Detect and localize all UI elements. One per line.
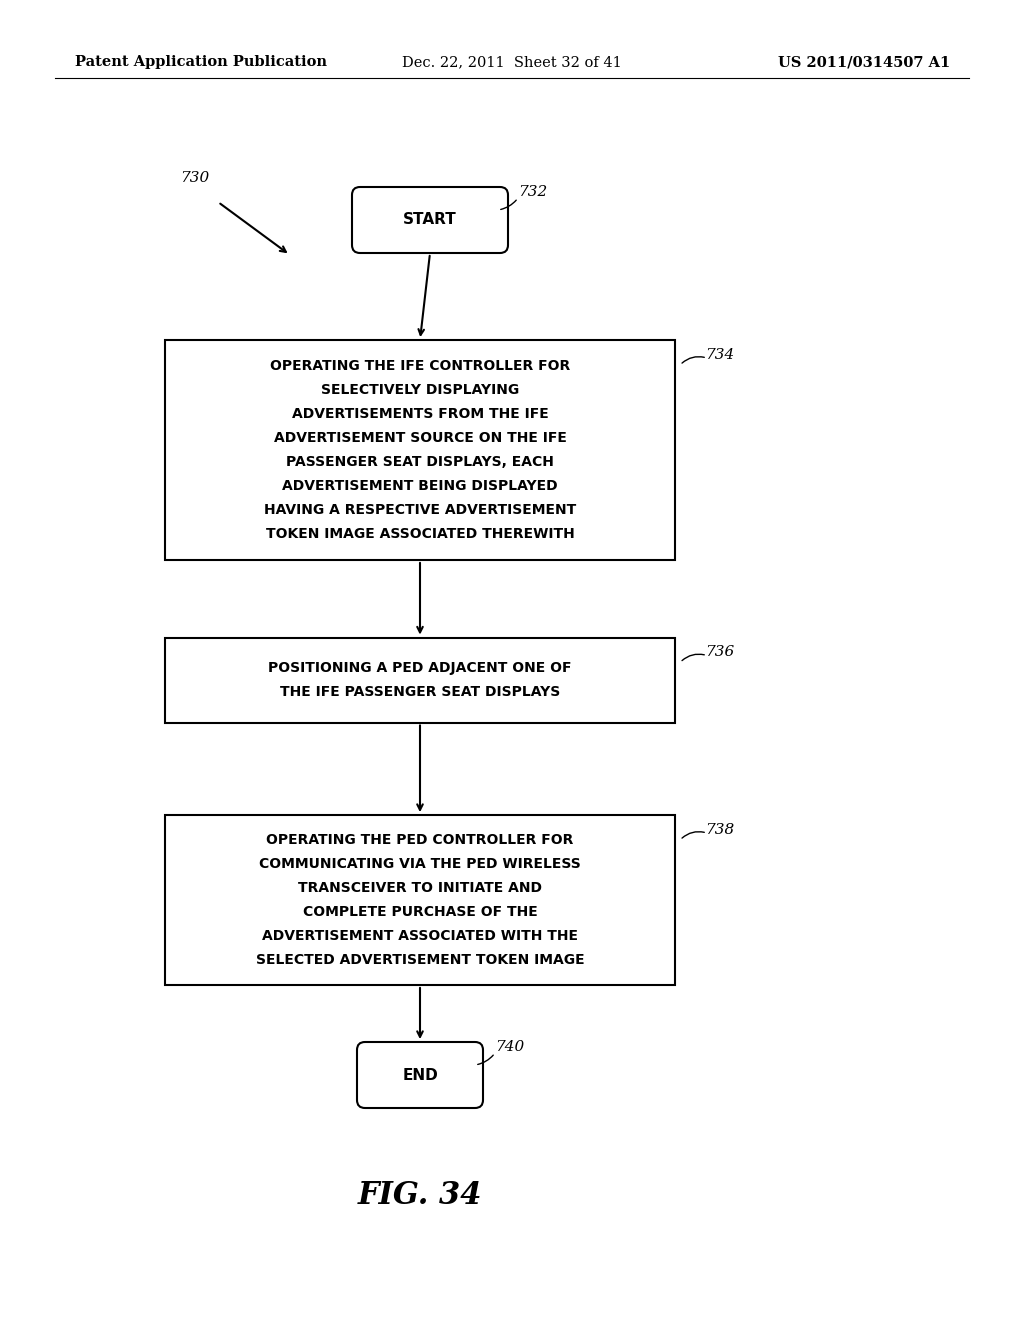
Text: SELECTED ADVERTISEMENT TOKEN IMAGE: SELECTED ADVERTISEMENT TOKEN IMAGE <box>256 953 585 968</box>
Text: HAVING A RESPECTIVE ADVERTISEMENT: HAVING A RESPECTIVE ADVERTISEMENT <box>264 503 577 517</box>
Bar <box>165 341 675 560</box>
Bar <box>165 638 675 722</box>
Text: 736: 736 <box>705 645 734 660</box>
Text: FIG. 34: FIG. 34 <box>357 1180 482 1210</box>
Text: THE IFE PASSENGER SEAT DISPLAYS: THE IFE PASSENGER SEAT DISPLAYS <box>280 685 560 700</box>
Text: 732: 732 <box>518 185 547 199</box>
Text: TRANSCEIVER TO INITIATE AND: TRANSCEIVER TO INITIATE AND <box>298 880 542 895</box>
Text: 740: 740 <box>495 1040 524 1053</box>
Text: ADVERTISEMENT BEING DISPLAYED: ADVERTISEMENT BEING DISPLAYED <box>283 479 558 492</box>
Text: Patent Application Publication: Patent Application Publication <box>75 55 327 69</box>
FancyBboxPatch shape <box>352 187 508 253</box>
Text: COMMUNICATING VIA THE PED WIRELESS: COMMUNICATING VIA THE PED WIRELESS <box>259 857 581 871</box>
Text: OPERATING THE IFE CONTROLLER FOR: OPERATING THE IFE CONTROLLER FOR <box>270 359 570 374</box>
Text: ADVERTISEMENTS FROM THE IFE: ADVERTISEMENTS FROM THE IFE <box>292 407 549 421</box>
Text: START: START <box>403 213 457 227</box>
Text: 738: 738 <box>705 822 734 837</box>
Text: 734: 734 <box>705 348 734 362</box>
Text: Dec. 22, 2011  Sheet 32 of 41: Dec. 22, 2011 Sheet 32 of 41 <box>402 55 622 69</box>
Text: ADVERTISEMENT ASSOCIATED WITH THE: ADVERTISEMENT ASSOCIATED WITH THE <box>262 929 578 942</box>
Text: US 2011/0314507 A1: US 2011/0314507 A1 <box>778 55 950 69</box>
Text: POSITIONING A PED ADJACENT ONE OF: POSITIONING A PED ADJACENT ONE OF <box>268 661 571 675</box>
Text: TOKEN IMAGE ASSOCIATED THEREWITH: TOKEN IMAGE ASSOCIATED THEREWITH <box>265 527 574 541</box>
FancyBboxPatch shape <box>357 1041 483 1107</box>
Text: PASSENGER SEAT DISPLAYS, EACH: PASSENGER SEAT DISPLAYS, EACH <box>286 455 554 469</box>
Text: COMPLETE PURCHASE OF THE: COMPLETE PURCHASE OF THE <box>303 906 538 919</box>
Text: SELECTIVELY DISPLAYING: SELECTIVELY DISPLAYING <box>321 383 519 397</box>
Text: ADVERTISEMENT SOURCE ON THE IFE: ADVERTISEMENT SOURCE ON THE IFE <box>273 432 566 445</box>
Text: OPERATING THE PED CONTROLLER FOR: OPERATING THE PED CONTROLLER FOR <box>266 833 573 847</box>
Bar <box>165 814 675 985</box>
Text: END: END <box>402 1068 438 1082</box>
Text: 730: 730 <box>180 172 210 185</box>
